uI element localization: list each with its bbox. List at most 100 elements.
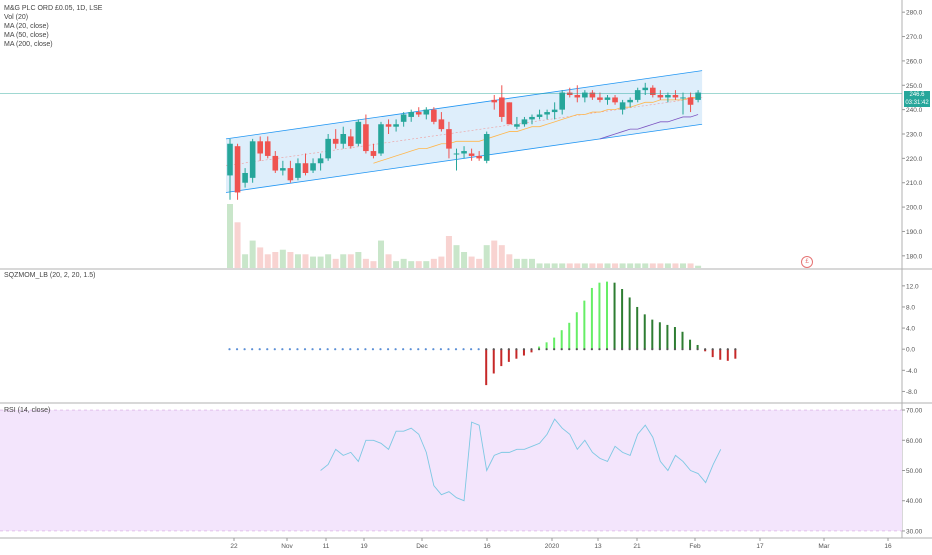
- volume-bar: [581, 263, 588, 268]
- squeeze-bar: [666, 324, 669, 350]
- price-tick-label: 200.0: [906, 205, 923, 212]
- candle-body: [453, 153, 460, 155]
- symbol-title[interactable]: M&G PLC ORD £0.05, 1D, LSE: [4, 5, 103, 12]
- volume-bar: [589, 263, 596, 268]
- volume-bar: [325, 254, 332, 268]
- volume-bar: [529, 258, 535, 268]
- squeeze-bar: [500, 349, 503, 367]
- volume-bar: [408, 261, 415, 268]
- time-tick-label: Mar: [818, 543, 830, 550]
- indicator-ma20[interactable]: MA (20, close): [4, 23, 49, 30]
- rsi-tick-label: 40.00: [906, 498, 923, 505]
- indicator-ma50[interactable]: MA (50, close): [4, 32, 49, 39]
- volume-bar: [461, 252, 468, 268]
- squeeze-dot: [379, 348, 382, 351]
- squeeze-bar: [507, 349, 510, 362]
- price-tick-label: 260.0: [906, 58, 923, 65]
- volume-bar: [332, 258, 339, 268]
- candle-body: [604, 97, 611, 100]
- squeeze-tick-label: -8.0: [906, 389, 918, 396]
- squeeze-dot: [470, 348, 473, 351]
- volume-bar: [445, 236, 452, 268]
- price-tick-label: 250.0: [906, 83, 923, 90]
- volume-bar: [430, 258, 437, 268]
- squeeze-dot: [681, 348, 684, 351]
- volume-bar: [468, 256, 475, 268]
- squeeze-dot: [598, 348, 601, 351]
- candle-body: [264, 141, 271, 156]
- candle-body: [385, 124, 392, 127]
- price-tick-label: 220.0: [906, 156, 923, 163]
- time-tick-label: Nov: [281, 543, 293, 550]
- volume-bar: [370, 261, 377, 268]
- volume-bar: [498, 245, 505, 268]
- volume-bar: [491, 240, 498, 268]
- volume-bar: [695, 265, 702, 268]
- price-tick-label: 180.0: [906, 253, 923, 260]
- indicator-vol[interactable]: Vol (20): [4, 14, 29, 21]
- volume-bar: [596, 263, 603, 268]
- candle-body: [619, 102, 626, 110]
- squeeze-bar: [553, 337, 556, 350]
- indicator-ma200[interactable]: MA (200, close): [4, 41, 53, 48]
- candle-body: [280, 168, 286, 171]
- squeeze-dot: [666, 348, 669, 351]
- candle-body: [634, 90, 641, 100]
- candle-body: [423, 109, 430, 115]
- candle-body: [249, 141, 256, 178]
- candle-body: [325, 138, 331, 159]
- volume-bar: [687, 263, 694, 268]
- candle-body: [302, 163, 309, 173]
- candle-body: [582, 92, 588, 98]
- squeeze-legend[interactable]: SQZMOM_LB (20, 2, 20, 1.5): [4, 272, 96, 279]
- candle-body: [506, 102, 513, 125]
- volume-bar: [680, 263, 686, 268]
- squeeze-dot: [636, 348, 639, 351]
- currency-badge[interactable]: £: [801, 256, 813, 268]
- volume-bar: [619, 263, 626, 268]
- volume-bar: [393, 261, 400, 268]
- volume-bar: [294, 254, 301, 268]
- candle-body: [476, 155, 482, 159]
- squeeze-dot: [356, 348, 359, 351]
- squeeze-dot: [386, 348, 390, 351]
- time-tick-label: 22: [230, 543, 238, 550]
- squeeze-bar: [530, 349, 533, 353]
- candle-body: [438, 119, 445, 130]
- candle-body: [340, 134, 347, 144]
- squeeze-dot: [537, 348, 541, 351]
- candle-body: [551, 109, 558, 113]
- squeeze-dot: [726, 348, 729, 351]
- squeeze-bar: [522, 349, 525, 356]
- squeeze-dot: [228, 348, 231, 351]
- squeeze-dot: [688, 348, 692, 351]
- candle-body: [227, 143, 233, 176]
- volume-bar: [604, 263, 611, 268]
- candle-body: [483, 134, 490, 161]
- candle-body: [627, 99, 633, 103]
- candle-body: [242, 172, 248, 183]
- rsi-legend[interactable]: RSI (14, close): [4, 407, 51, 414]
- squeeze-bar: [711, 349, 714, 358]
- squeeze-dot: [492, 348, 495, 351]
- candle-body: [687, 97, 694, 105]
- squeeze-bar: [643, 314, 646, 350]
- volume-bar: [302, 254, 309, 268]
- candle-body: [521, 119, 528, 125]
- squeeze-dot: [734, 348, 737, 351]
- candle-body: [355, 121, 362, 144]
- squeeze-bar: [545, 342, 548, 350]
- squeeze-dot: [319, 348, 322, 351]
- price-tick-label: 230.0: [906, 132, 923, 139]
- volume-bar: [242, 254, 249, 268]
- squeeze-dot: [447, 348, 450, 351]
- candle-body: [514, 124, 520, 127]
- squeeze-dot: [583, 348, 586, 351]
- squeeze-dot: [515, 348, 518, 351]
- volume-bar: [566, 263, 573, 268]
- rsi-tick-label: 70.00: [906, 408, 923, 415]
- volume-bar: [612, 263, 619, 268]
- candle-body: [665, 95, 671, 98]
- squeeze-dot: [296, 348, 299, 351]
